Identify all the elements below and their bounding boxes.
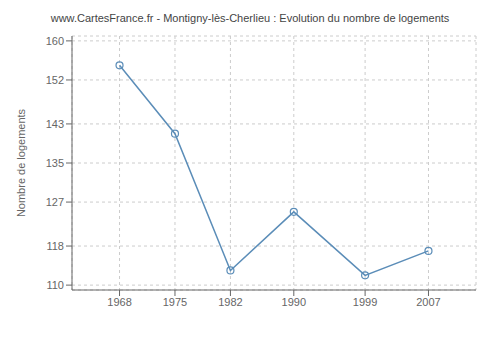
- svg-text:127: 127: [46, 196, 64, 208]
- html-text:www.CartesFrance.fr - Montigny: www.CartesFrance.fr - Montigny-lès-Cherl…: [50, 12, 450, 24]
- svg-text:1975: 1975: [163, 296, 187, 308]
- svg-text:118: 118: [46, 240, 64, 252]
- svg-text:152: 152: [46, 74, 64, 86]
- svg-text:110: 110: [46, 279, 64, 291]
- svg-text:2007: 2007: [416, 296, 440, 308]
- svg-text:1982: 1982: [218, 296, 242, 308]
- svg-text:135: 135: [46, 157, 64, 169]
- svg-text:1990: 1990: [282, 296, 306, 308]
- svg-text:1999: 1999: [353, 296, 377, 308]
- svg-text:1968: 1968: [107, 296, 131, 308]
- svg-text:143: 143: [46, 118, 64, 130]
- svg-text:160: 160: [46, 35, 64, 47]
- svg-text:Nombre de logements: Nombre de logements: [15, 108, 27, 217]
